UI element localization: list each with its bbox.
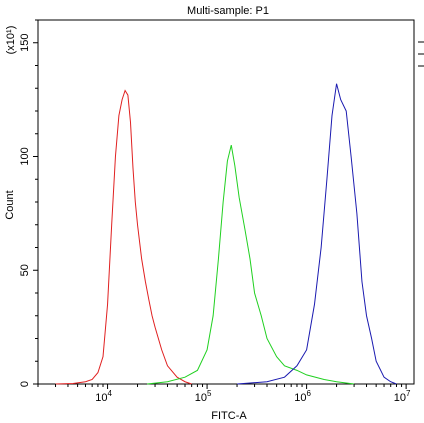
x-axis-title: FITC-A bbox=[211, 410, 247, 422]
x-tick-label: 104 bbox=[95, 389, 112, 404]
x-tick-label: 107 bbox=[394, 389, 411, 404]
series-line-2 bbox=[147, 145, 355, 385]
legend bbox=[418, 41, 424, 67]
y-tick-label: 150 bbox=[19, 34, 31, 52]
x-tick-label: 105 bbox=[195, 389, 212, 404]
x-tick-label: 106 bbox=[294, 389, 311, 404]
y-multiplier-label: (x10¹) bbox=[5, 26, 17, 55]
y-axis-title: Count bbox=[4, 190, 16, 219]
chart-title: Multi-sample: P1 bbox=[187, 5, 269, 17]
plot-frame bbox=[37, 19, 415, 385]
series-line-3 bbox=[237, 83, 397, 385]
y-tick-label: 100 bbox=[19, 147, 31, 165]
y-tick-label: 50 bbox=[19, 264, 31, 276]
series-layer bbox=[55, 83, 397, 385]
x-axis: 104 105 106 107 bbox=[37, 384, 411, 404]
y-tick-label: 0 bbox=[19, 381, 31, 387]
y-axis: 0 50 100 150 bbox=[19, 19, 38, 387]
series-line-1 bbox=[55, 89, 192, 385]
